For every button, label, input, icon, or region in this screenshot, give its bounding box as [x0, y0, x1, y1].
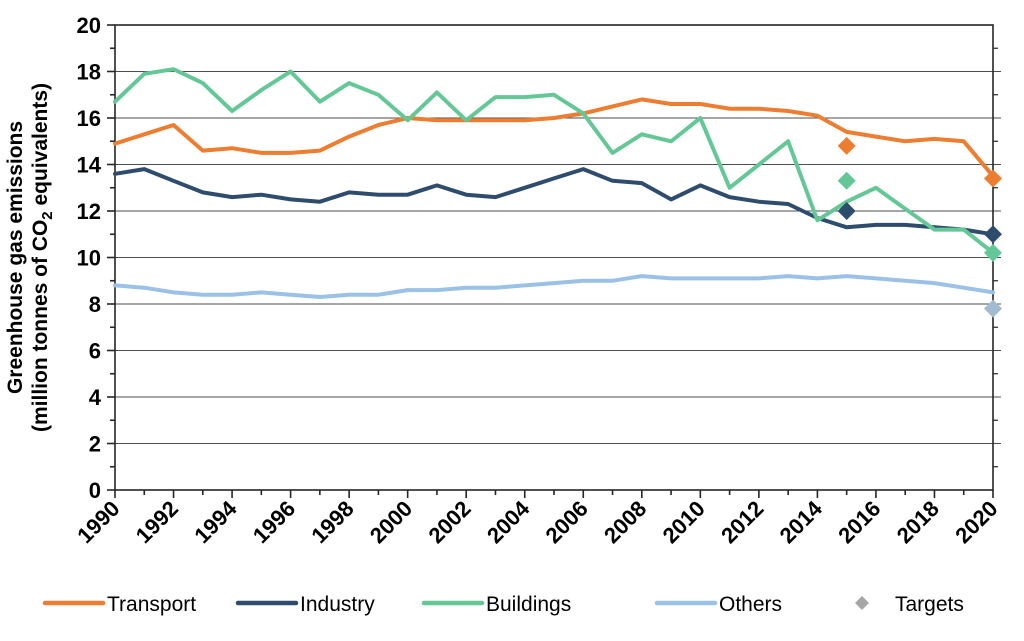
legend-label: Others — [719, 593, 782, 616]
x-tick-label: 2000 — [365, 496, 417, 548]
legend-item-others: Others — [654, 593, 782, 616]
legend-item-buildings: Buildings — [421, 593, 571, 616]
y-tick-label: 18 — [77, 60, 101, 85]
x-tick-label: 2006 — [541, 496, 593, 548]
target-diamond-transport-2015 — [837, 136, 856, 155]
legend-label: Transport — [107, 593, 196, 616]
x-tick-label: 1990 — [72, 496, 124, 548]
y-tick-label: 0 — [89, 478, 101, 503]
legend-label: Targets — [895, 593, 964, 616]
targets-diamond-icon — [855, 596, 869, 610]
target-diamond-industry-2015 — [837, 202, 856, 220]
x-tick-label: 1994 — [189, 495, 242, 548]
others-line — [113, 274, 995, 299]
y-tick-label: 4 — [89, 385, 102, 410]
y-tick-label: 20 — [77, 13, 101, 38]
y-tick-label: 14 — [77, 153, 102, 178]
target-diamond-others-2020 — [984, 299, 1002, 318]
y-tick-label: 10 — [77, 246, 101, 271]
legend-item-transport: Transport — [42, 593, 196, 616]
legend-item-industry: Industry — [235, 593, 375, 616]
x-tick-label: 2016 — [833, 496, 885, 548]
target-diamond-industry-2020 — [984, 225, 1002, 244]
x-tick-label: 2014 — [775, 495, 828, 548]
x-tick-label: 2008 — [599, 496, 651, 548]
target-diamond-transport-2020 — [984, 169, 1002, 188]
legend-item-targets: Targets — [855, 593, 964, 616]
industry-line — [113, 167, 995, 237]
x-tick-label: 2018 — [892, 496, 944, 548]
x-tick-label: 2004 — [482, 495, 535, 548]
buildings-line — [113, 67, 995, 255]
y-axis-title-line2: (million tonnes of CO2 equivalents) — [29, 83, 56, 432]
legend-label: Buildings — [486, 593, 571, 616]
x-tick-label: 2012 — [716, 496, 768, 548]
x-tick-label: 1998 — [306, 496, 358, 548]
y-tick-label: 12 — [77, 199, 101, 224]
y-tick-label: 2 — [89, 432, 101, 457]
y-tick-label: 8 — [89, 292, 101, 317]
y-axis-title-line1: Greenhouse gas emissions — [4, 121, 27, 394]
legend-label: Industry — [300, 593, 375, 616]
x-tick-label: 1996 — [248, 496, 300, 548]
transport-line — [113, 97, 995, 179]
x-tick-label: 2010 — [658, 496, 710, 548]
y-tick-label: 16 — [77, 106, 101, 131]
x-tick-label: 2002 — [423, 496, 475, 548]
target-diamond-buildings-2020 — [984, 243, 1002, 262]
y-tick-label: 6 — [89, 339, 101, 364]
target-diamond-buildings-2015 — [837, 171, 856, 190]
x-tick-label: 1992 — [131, 496, 183, 548]
x-tick-label: 2020 — [950, 496, 1002, 548]
